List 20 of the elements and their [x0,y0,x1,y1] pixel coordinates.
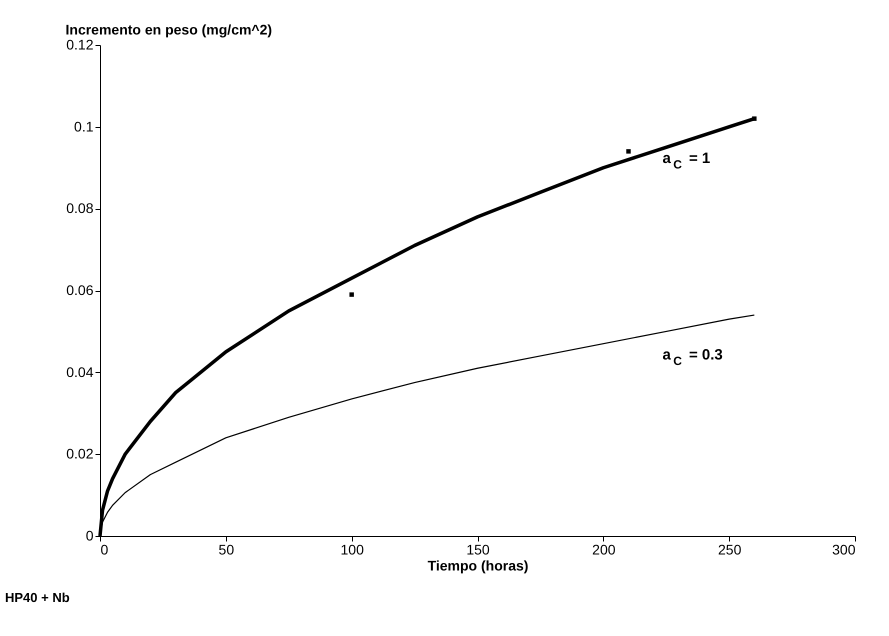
x-tick-label: 100 [340,542,364,558]
y-tick-label: 0.12 [66,36,94,52]
x-tick-label: 200 [592,542,616,558]
x-tick-label: 250 [718,542,742,558]
x-tick-label: 300 [832,542,856,558]
y-tick-label: 0.06 [66,282,94,298]
y-axis-title: Incremento en peso (mg/cm^2) [66,22,272,38]
x-tick-label: 50 [218,542,234,558]
point [626,149,631,154]
y-tick-label: 0.08 [66,200,94,216]
x-axis-title: Tiempo (horas) [428,558,528,574]
point [752,116,757,121]
x-tick-label: 0 [100,542,108,558]
x-tick-label: 150 [466,542,490,558]
point [349,292,354,297]
text: HP40 + Nb [5,590,70,605]
y-tick-label: 0.02 [66,446,94,462]
y-tick-label: 0.04 [66,364,94,380]
y-tick-label: 0 [86,528,94,544]
y-tick-label: 0.1 [74,118,94,134]
